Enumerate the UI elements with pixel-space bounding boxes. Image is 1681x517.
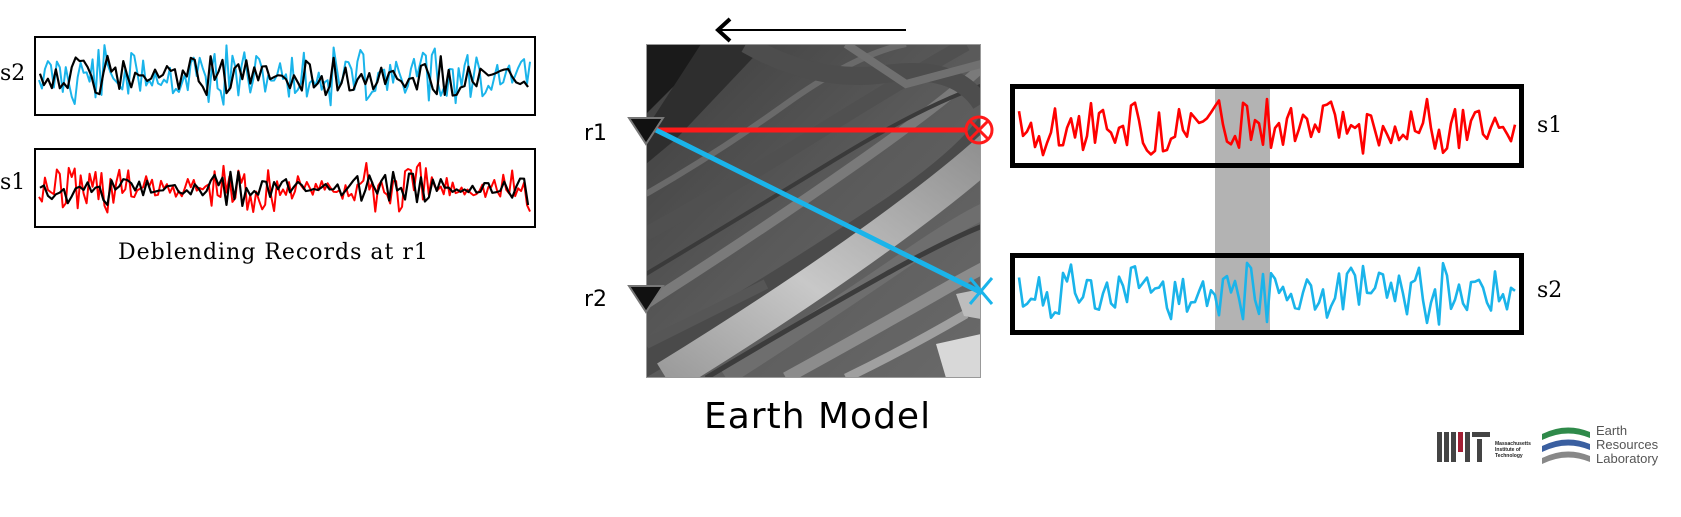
mit-text-line-1: Massachusetts — [1495, 441, 1531, 447]
arrow-left-icon — [715, 17, 906, 43]
trace-overlay-s1 — [38, 161, 531, 214]
receiver-r1-icon — [627, 117, 665, 146]
receiver-label-r2: r2 — [584, 287, 608, 312]
deblend-trace-s2-box — [34, 36, 536, 116]
trace-base-s2 — [38, 54, 529, 97]
ray-blue — [654, 127, 984, 296]
source-s1-icon — [964, 115, 994, 145]
mit-logo-icon — [1437, 432, 1490, 462]
record-label-s1: s1 — [1537, 113, 1563, 138]
record-trace-s1-plot — [1017, 97, 1517, 157]
mit-text-line-2: Institute of — [1495, 447, 1521, 453]
left-caption: Deblending Records at r1 — [118, 240, 429, 265]
deblend-trace-s2-plot — [38, 44, 532, 107]
mit-logo: Massachusetts Institute of Technology — [1437, 430, 1531, 470]
trace-label-s1: s1 — [0, 170, 26, 195]
record-label-s2: s2 — [1537, 278, 1563, 303]
record-wiggle-s2 — [1017, 261, 1516, 326]
source-s2-icon — [968, 277, 994, 305]
erl-text-line-2: Resources — [1596, 437, 1659, 452]
deblend-trace-s1-plot — [38, 161, 531, 214]
earth-model-caption: Earth Model — [704, 396, 932, 437]
record-trace-s1-box — [1010, 84, 1524, 168]
deblend-trace-s1-box — [34, 148, 536, 228]
record-trace-s2-plot — [1017, 261, 1516, 326]
receiver-label-r1: r1 — [584, 121, 608, 146]
record-trace-s2-box — [1010, 253, 1524, 335]
erl-logo-icon — [1542, 427, 1590, 464]
record-wiggle-s1 — [1017, 97, 1517, 157]
trace-overlay-s2 — [38, 44, 532, 107]
trace-base-s1 — [39, 170, 530, 207]
erl-text-line-3: Laboratory — [1596, 451, 1659, 466]
mit-text-line-3: Technology — [1495, 453, 1523, 459]
erl-logo: Earth Resources Laboratory — [1540, 422, 1680, 472]
ray-overlay — [627, 115, 994, 314]
receiver-r2-icon — [627, 285, 665, 314]
trace-label-s2: s2 — [0, 61, 26, 86]
erl-text-line-1: Earth — [1596, 423, 1628, 438]
